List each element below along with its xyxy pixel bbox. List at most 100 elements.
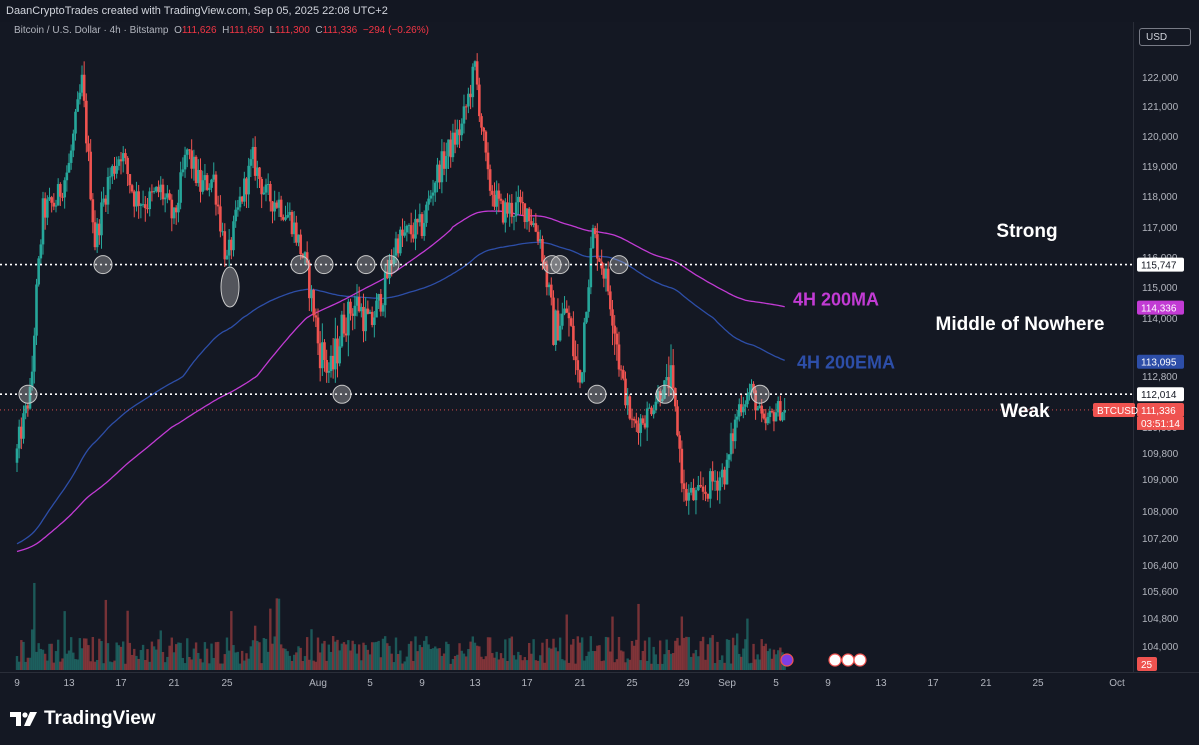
candle-body: [386, 271, 389, 279]
volume-bar: [622, 651, 625, 670]
volume-bar: [774, 654, 778, 670]
x-tick-label: 17: [521, 678, 533, 689]
volume-bar: [534, 660, 538, 670]
ema-price-badge: 113,095: [1141, 358, 1177, 369]
ma-200-line: [16, 210, 785, 553]
candle-body: [585, 311, 588, 323]
touch-circle: [290, 255, 310, 275]
volume-bar: [183, 663, 187, 670]
candle-body: [236, 207, 240, 210]
x-tick-label: 17: [927, 678, 939, 689]
candle-body: [168, 193, 171, 200]
candle-body: [650, 407, 653, 415]
volume-bar: [547, 647, 551, 670]
candle-body: [362, 306, 365, 332]
price-chart[interactable]: 4H 200MA 4H 200EMA Strong Middle of Nowhere…: [0, 0, 1199, 694]
volume-bar: [427, 644, 430, 670]
price-axis[interactable]: [1133, 22, 1199, 672]
volume-bar: [721, 655, 724, 670]
candle-body: [388, 259, 391, 279]
y-tick-label: 112,800: [1142, 372, 1178, 383]
candle-body: [606, 268, 610, 292]
volume-bar: [512, 655, 516, 670]
volume-bar: [102, 663, 105, 670]
volume-bar: [172, 652, 176, 670]
volume-bar: [282, 648, 285, 670]
candle-body: [238, 196, 242, 208]
candle-body: [152, 191, 156, 193]
volume-bar: [288, 655, 292, 670]
candle-body: [314, 315, 318, 318]
candle-body: [596, 234, 599, 259]
candle-body: [336, 338, 339, 364]
candle-body: [355, 296, 359, 306]
candle-body: [396, 238, 400, 254]
candle-body: [59, 184, 62, 197]
candle-body: [321, 342, 324, 369]
candle-body: [764, 418, 768, 424]
volume-bar: [738, 653, 741, 670]
volume-bar: [119, 646, 123, 670]
candle-body: [453, 132, 457, 145]
x-tick-label: Oct: [1109, 678, 1125, 689]
volume-bar: [563, 660, 566, 670]
low-label: L: [269, 25, 276, 36]
chart-area[interactable]: [0, 22, 1133, 672]
volume-bar: [230, 611, 233, 670]
volume-bar: [299, 647, 302, 670]
volume-bar: [334, 641, 337, 670]
candle-body: [543, 261, 546, 265]
candle-body: [284, 217, 287, 220]
volume-bar: [574, 663, 577, 670]
candle-body: [340, 314, 344, 347]
candle-body: [534, 223, 538, 232]
candle-body: [316, 317, 320, 344]
volume-bar: [181, 657, 185, 670]
volume-bar: [407, 643, 411, 670]
volume-bar: [373, 642, 376, 670]
x-tick-label: 9: [14, 678, 20, 689]
volume-bar: [488, 637, 492, 670]
volume-bar: [567, 662, 571, 670]
candle-body: [699, 485, 703, 487]
y-tick-label: 109,000: [1142, 475, 1179, 486]
time-axis[interactable]: [0, 672, 1199, 694]
volume-bar: [26, 657, 30, 670]
x-tick-label: Sep: [718, 678, 736, 689]
volume-bar: [770, 658, 774, 670]
y-tick-label: 114,000: [1142, 314, 1178, 325]
volume-bar: [135, 655, 138, 670]
candle-body: [208, 187, 211, 190]
candle-body: [80, 74, 84, 93]
candle-body: [373, 317, 376, 325]
candle-body: [181, 169, 185, 173]
candle-body: [89, 151, 92, 200]
volume-bar: [445, 641, 448, 670]
volume-bar: [219, 663, 222, 670]
volume-bar: [349, 650, 352, 670]
candle-body: [409, 225, 413, 235]
candle-body: [143, 204, 147, 209]
volume-bar: [436, 648, 439, 670]
volume-bar: [746, 618, 749, 670]
candle-body: [723, 469, 726, 485]
y-tick-label: 106,400: [1142, 561, 1179, 572]
candle-body: [113, 166, 116, 174]
y-tick-label: 117,000: [1142, 223, 1178, 234]
symbol-badge-bg: [1093, 402, 1135, 417]
volume-bar: [420, 647, 424, 670]
candle-body: [399, 229, 402, 254]
volume-bar: [157, 639, 160, 670]
touch-circle: [93, 255, 113, 275]
candle-body: [342, 314, 346, 334]
candle-body: [403, 232, 406, 236]
currency-button[interactable]: USD: [1139, 28, 1191, 46]
volume-bar: [462, 653, 466, 670]
candle-body: [95, 223, 99, 248]
candle-body: [102, 198, 105, 203]
candle-body: [615, 333, 619, 345]
volume-bar: [635, 639, 638, 670]
close-label: C: [315, 25, 323, 36]
volume-bar: [310, 629, 313, 670]
volume-bar: [665, 639, 668, 670]
